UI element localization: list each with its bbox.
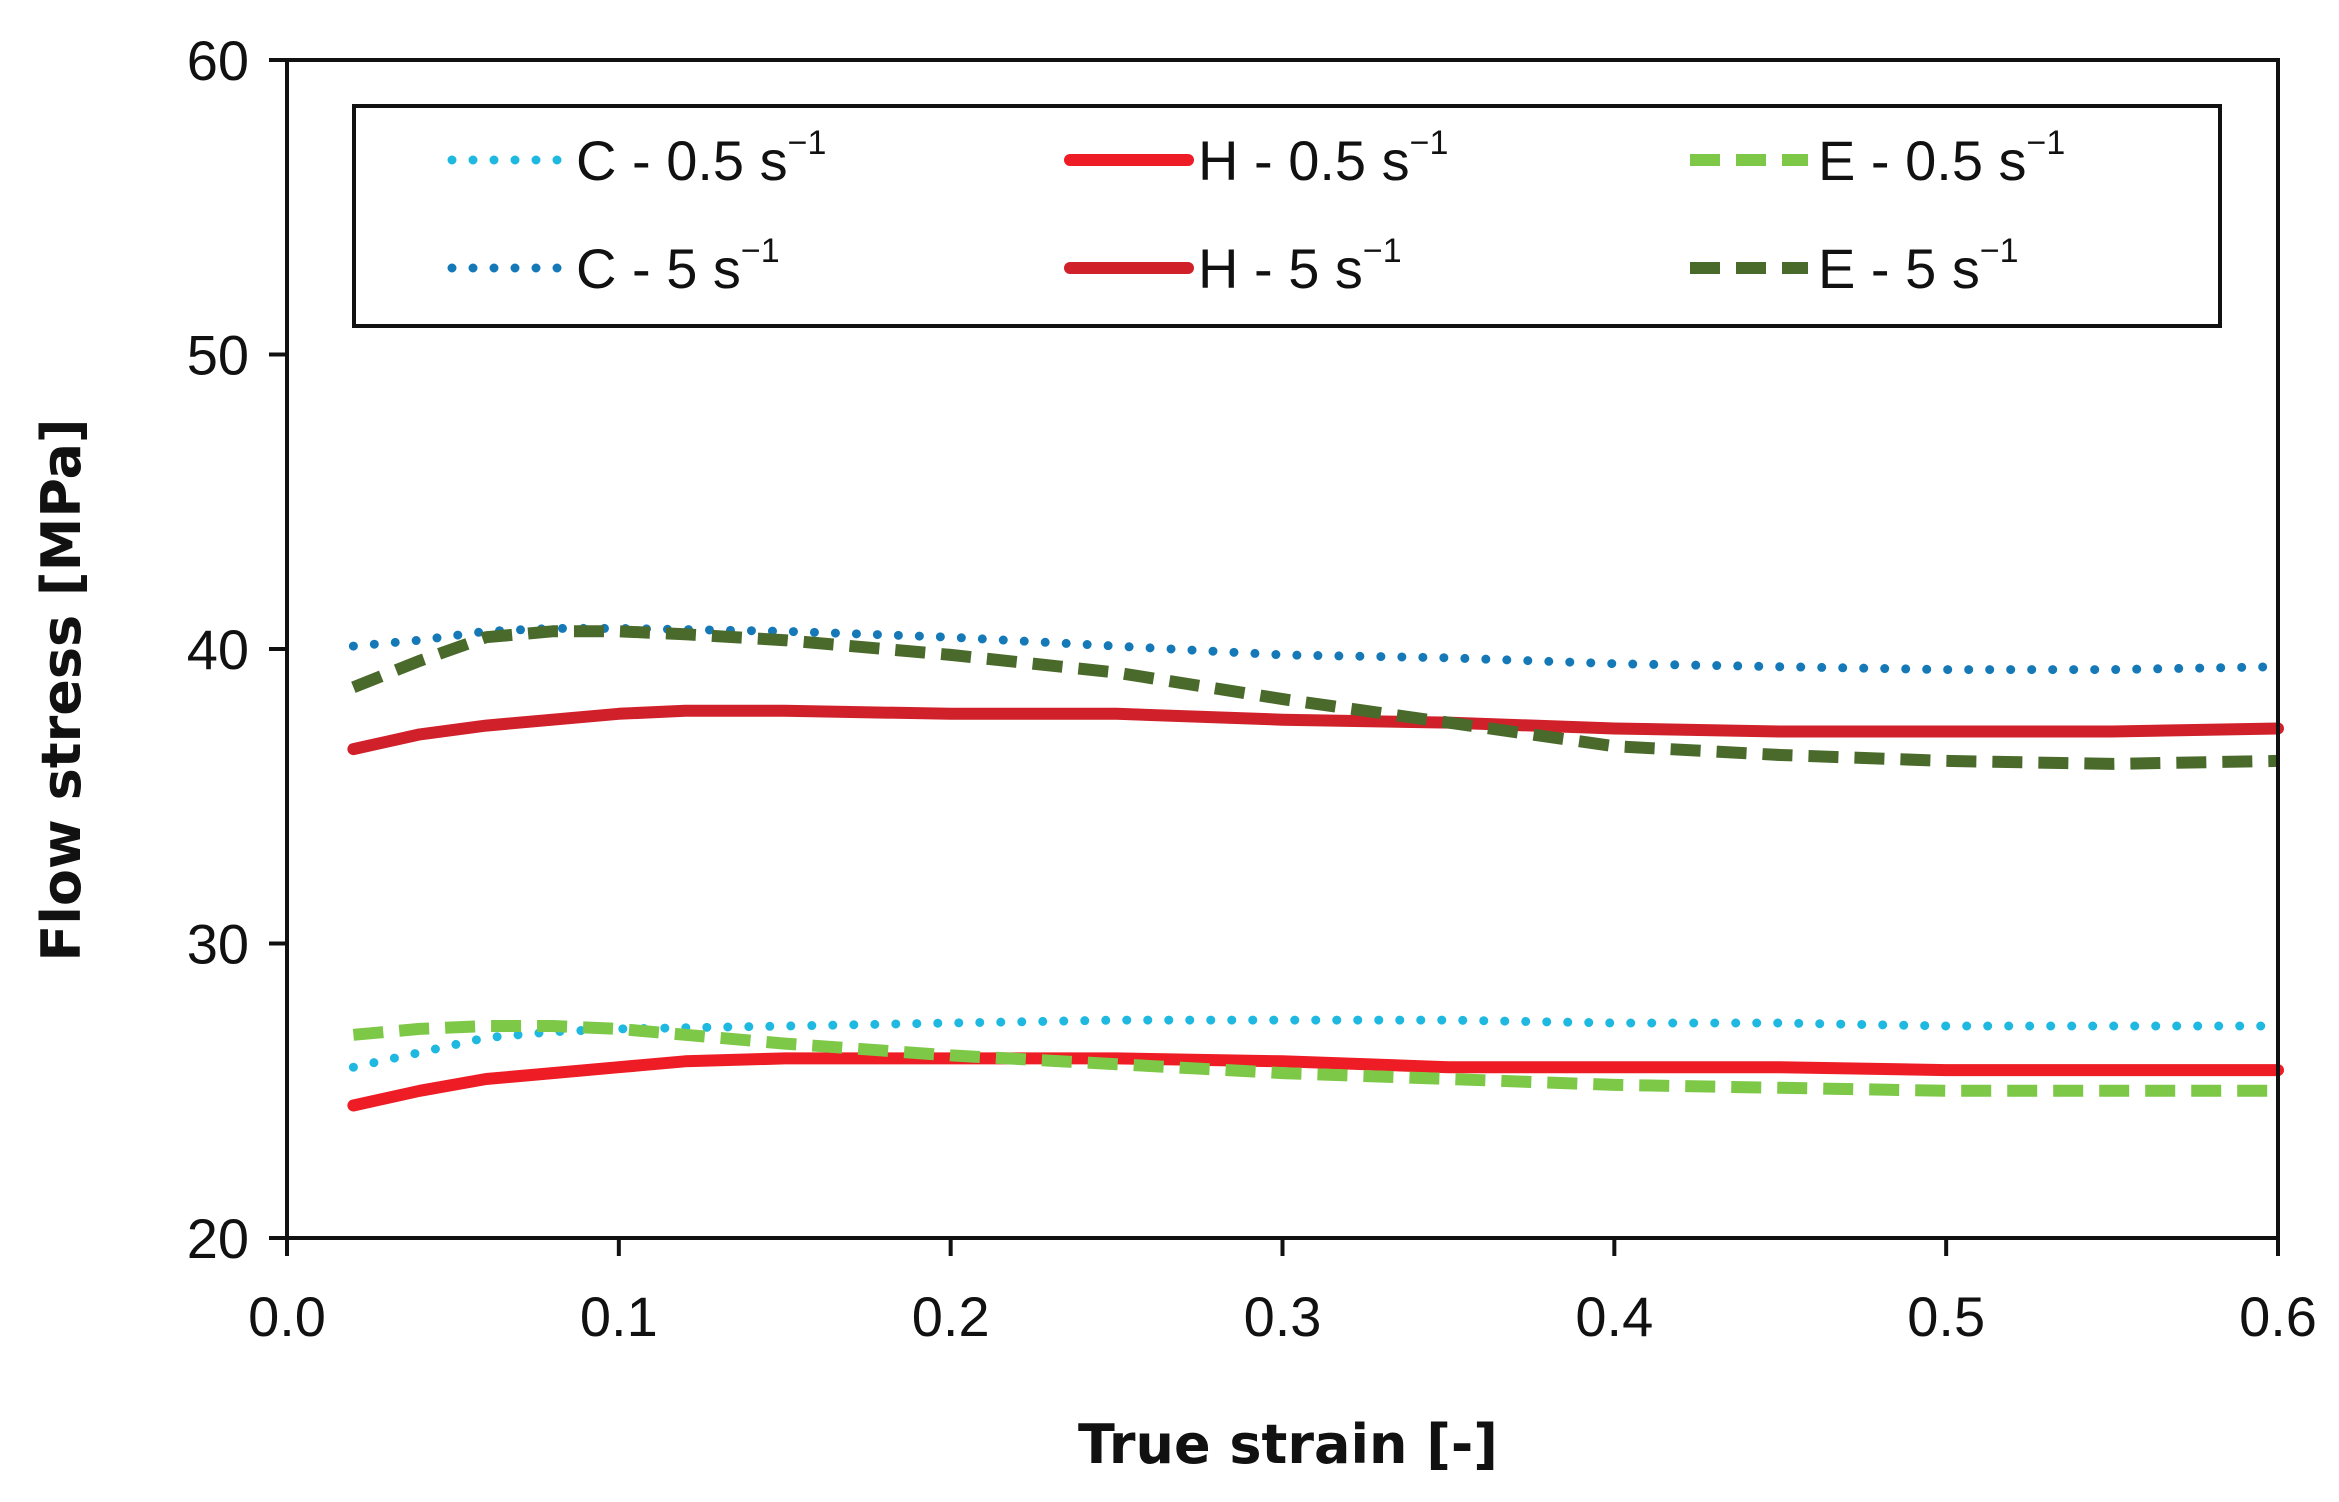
series-line-e-5 (351, 625, 2279, 770)
legend: C - 0.5 s−1 C - 5 s−1 H - 0.5 s−1 H - 5 s−1… (352, 104, 2222, 328)
y-axis-title: Flow stress [MPa] (30, 418, 93, 961)
legend-label-e-05: E - 0.5 s−1 (1818, 124, 2065, 192)
x-tick-label: 0.6 (2239, 1285, 2317, 1348)
x-tick-label: 0.4 (1575, 1285, 1653, 1348)
series-layer (347, 623, 2284, 1112)
axes-layer: 20 30 40 50 60 0.0 0.1 0.2 0.3 0.4 0.5 0.6 (187, 29, 2317, 1348)
legend-label-c-5: C - 5 s−1 (576, 232, 780, 300)
legend-label-h-5: H - 5 s−1 (1198, 232, 1402, 300)
y-tick-label: 50 (187, 324, 249, 387)
x-tick-label: 0.2 (912, 1285, 990, 1348)
series-line-h-5 (347, 704, 2284, 756)
y-tick-label: 60 (187, 29, 249, 92)
legend-label-e-5: E - 5 s−1 (1818, 232, 2019, 300)
x-tick-label: 0.3 (1244, 1285, 1322, 1348)
x-tick-label: 0.1 (580, 1285, 658, 1348)
legend-label-c-05: C - 0.5 s−1 (576, 124, 826, 192)
x-tick-label: 0.0 (248, 1285, 326, 1348)
series-line-h-05 (347, 1052, 2284, 1112)
series-line-e-05 (352, 1020, 2278, 1097)
legend-label-h-05: H - 0.5 s−1 (1198, 124, 1448, 192)
y-tick-label: 30 (187, 913, 249, 976)
x-axis-title: True strain [-] (1078, 1413, 1498, 1476)
x-tick-label: 0.5 (1907, 1285, 1985, 1348)
y-tick-label: 20 (187, 1207, 249, 1270)
y-tick-label: 40 (187, 618, 249, 681)
legend-box (352, 104, 2222, 328)
